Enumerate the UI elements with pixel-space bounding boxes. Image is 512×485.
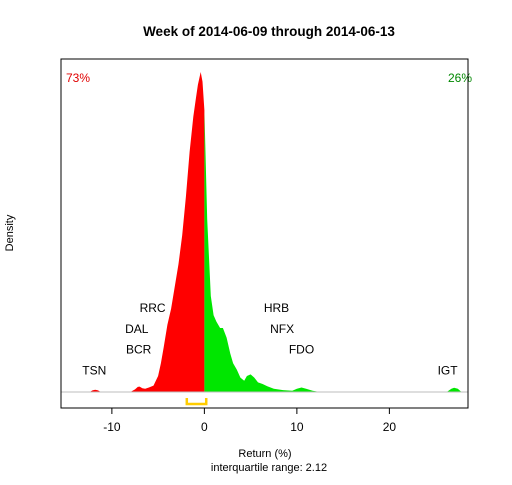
annotation-bcr: BCR [126,343,152,357]
iqr-bracket [185,398,208,406]
plot-frame [60,58,469,409]
x-tick-label: 10 [290,420,304,434]
annotation-hrb: HRB [264,301,289,315]
annotation-tsn: TSN [82,363,106,377]
iqr-subtitle: interquartile range: 2.12 [211,462,327,474]
y-axis-label: Density [4,214,16,251]
chart-title: Week of 2014-06-09 through 2014-06-13 [143,24,395,39]
annotation-nfx: NFX [270,322,294,336]
x-tick-label: 0 [201,420,208,434]
ticker-annotations: TSN BCR DAL RRC HRB NFX FDO IGT [82,301,458,377]
x-axis-label: Return (%) [238,448,291,460]
annotation-rrc: RRC [140,301,166,315]
annotation-fdo: FDO [289,343,314,357]
annotation-dal: DAL [125,322,149,336]
negative-density-area [89,72,205,392]
x-tick-label: -10 [103,420,121,434]
positive-share-label: 26% [448,71,472,85]
positive-density-area [204,110,462,393]
negative-share-label: 73% [66,71,90,85]
density-area-group [61,72,468,406]
x-axis: -10 0 10 20 [103,408,396,434]
x-tick-label: 20 [383,420,397,434]
annotation-igt: IGT [438,363,459,377]
